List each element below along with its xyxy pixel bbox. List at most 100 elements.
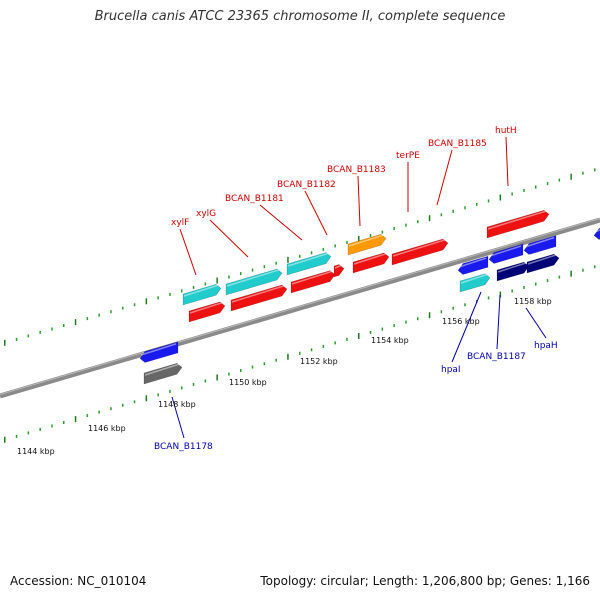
lower-scale-tick (110, 407, 112, 411)
gene-BCAN_B1182-highlight (287, 252, 330, 267)
gene-hpaH[interactable] (526, 253, 560, 274)
accession-text: Accession: NC_010104 (10, 574, 147, 588)
gene-label-BCAN_B1181[interactable]: BCAN_B1181 (225, 194, 284, 204)
gene-BCAN_B1187-a-highlight (489, 245, 522, 257)
upper-scale-tick (216, 277, 218, 284)
lower-scale-tick (487, 296, 490, 300)
gene-label-terPE[interactable]: terPE (396, 151, 420, 161)
lower-scale-tick (51, 424, 53, 428)
lower-scale-tick (322, 344, 325, 348)
lower-scale-tick (216, 374, 218, 381)
upper-scale-tick (405, 223, 407, 227)
gene-xylF[interactable] (182, 283, 222, 306)
lower-scale-tick (39, 427, 41, 431)
upper-scale-tick (39, 330, 41, 334)
gene-hpaI-a-highlight (458, 257, 487, 268)
lower-scale-tick (263, 362, 266, 366)
gene-label-BCAN_B1185[interactable]: BCAN_B1185 (428, 139, 487, 149)
ruler-label-1148: 1148 kbp (158, 400, 196, 409)
upper-scale-tick (546, 182, 549, 186)
ruler-label-1152: 1152 kbp (300, 357, 338, 366)
lower-scale-tick (464, 303, 466, 307)
gene-BCAN_B1183[interactable] (347, 233, 387, 256)
gene-label-BCAN_B1183[interactable]: BCAN_B1183 (327, 165, 386, 175)
upper-scale-tick (511, 192, 513, 196)
lower-scale-tick (381, 327, 384, 331)
gene-BCAN_B1182[interactable] (286, 252, 332, 276)
gene-blue-left[interactable] (139, 341, 179, 363)
leader-BCAN_B1178 (171, 396, 185, 439)
gene-BCAN_B1187-a[interactable] (488, 243, 524, 264)
gene-hutH[interactable] (486, 209, 550, 239)
lower-scale-tick (440, 310, 443, 314)
gene-red-small-highlight (334, 264, 343, 269)
lower-scale-tick (86, 414, 89, 418)
upper-scale-tick (558, 178, 561, 182)
ruler-label-1146: 1146 kbp (88, 424, 126, 433)
gene-hutH-highlight (487, 210, 548, 230)
upper-scale-tick (228, 275, 230, 279)
gene-BCAN_B1181-highlight (231, 284, 286, 303)
lower-scale-tick (523, 286, 525, 289)
gene-label-xylG[interactable]: xylG (196, 209, 216, 219)
gene-red-b[interactable] (290, 270, 336, 294)
gene-label-BCAN_B1182[interactable]: BCAN_B1182 (277, 180, 336, 190)
lower-scale-tick (133, 400, 136, 404)
upper-scale-tick (310, 251, 313, 255)
gene-hpaI-a[interactable] (457, 255, 489, 275)
gene-label-hpaH[interactable]: hpaH (534, 341, 558, 351)
upper-scale-tick (452, 209, 454, 213)
upper-scale-tick (476, 202, 478, 206)
upper-scale-tick (322, 247, 325, 251)
scale-ticks (4, 168, 596, 443)
gene-features[interactable] (139, 209, 600, 385)
gene-BCAN_B1181[interactable] (230, 284, 288, 312)
lower-scale-tick (594, 265, 596, 269)
lower-scale-tick (299, 351, 301, 355)
gene-red-small[interactable] (333, 264, 345, 278)
lower-scale-tick (334, 341, 336, 345)
leader-hutH (505, 136, 509, 187)
lower-scale-tick (346, 337, 348, 341)
gene-terPE-a[interactable] (352, 252, 390, 274)
upper-scale-tick (440, 213, 443, 217)
gene-edge-right-highlight (594, 229, 600, 233)
upper-scale-tick (464, 206, 466, 210)
gene-xylG[interactable] (225, 268, 283, 296)
ruler-label-1154: 1154 kbp (371, 336, 409, 345)
upper-scale-tick (417, 220, 419, 224)
lower-scale-tick (535, 282, 537, 286)
gene-hpaI[interactable] (459, 273, 491, 293)
lower-scale-tick (228, 372, 230, 376)
gene-label-BCAN_B1178[interactable]: BCAN_B1178 (154, 442, 213, 452)
upper-scale-tick (523, 189, 525, 192)
gene-red-a-highlight (189, 301, 224, 314)
gene-label-BCAN_B1187[interactable]: BCAN_B1187 (467, 352, 526, 362)
gene-BCAN_B1178[interactable] (143, 362, 183, 385)
lower-scale-tick (192, 382, 195, 386)
leader-BCAN_B1187 (496, 294, 501, 350)
upper-scale-tick (27, 334, 30, 338)
gene-terPE-a-highlight (353, 252, 388, 265)
gene-BCAN_B1187[interactable] (496, 261, 530, 282)
chromosome-backbone (0, 217, 600, 399)
upper-scale-tick (287, 256, 289, 263)
upper-scale-tick (169, 292, 171, 296)
gene-label-hpaI[interactable]: hpaI (441, 365, 461, 375)
lower-scale-tick (358, 333, 360, 339)
gene-BCAN_B1187-highlight (497, 261, 528, 273)
lower-scale-tick (181, 386, 183, 390)
lower-scale-tick (558, 275, 561, 279)
gene-edge-right[interactable] (593, 227, 600, 240)
upper-scale-tick (122, 306, 124, 310)
lower-scale-tick (27, 431, 30, 435)
lower-scale-tick (499, 291, 502, 298)
gene-terPE[interactable] (391, 238, 449, 266)
gene-red-a[interactable] (188, 301, 226, 323)
upper-scale-tick (334, 244, 336, 248)
gene-label-xylF[interactable]: xylF (171, 218, 189, 228)
gene-label-hutH[interactable]: hutH (495, 126, 517, 136)
gene-hpaH-a[interactable] (523, 235, 557, 255)
leader-BCAN_B1185 (436, 149, 453, 206)
